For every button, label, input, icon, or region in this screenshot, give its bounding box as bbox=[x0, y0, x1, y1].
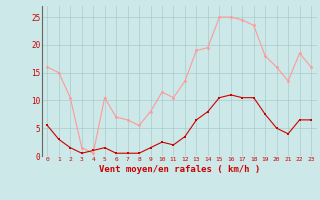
X-axis label: Vent moyen/en rafales ( km/h ): Vent moyen/en rafales ( km/h ) bbox=[99, 165, 260, 174]
